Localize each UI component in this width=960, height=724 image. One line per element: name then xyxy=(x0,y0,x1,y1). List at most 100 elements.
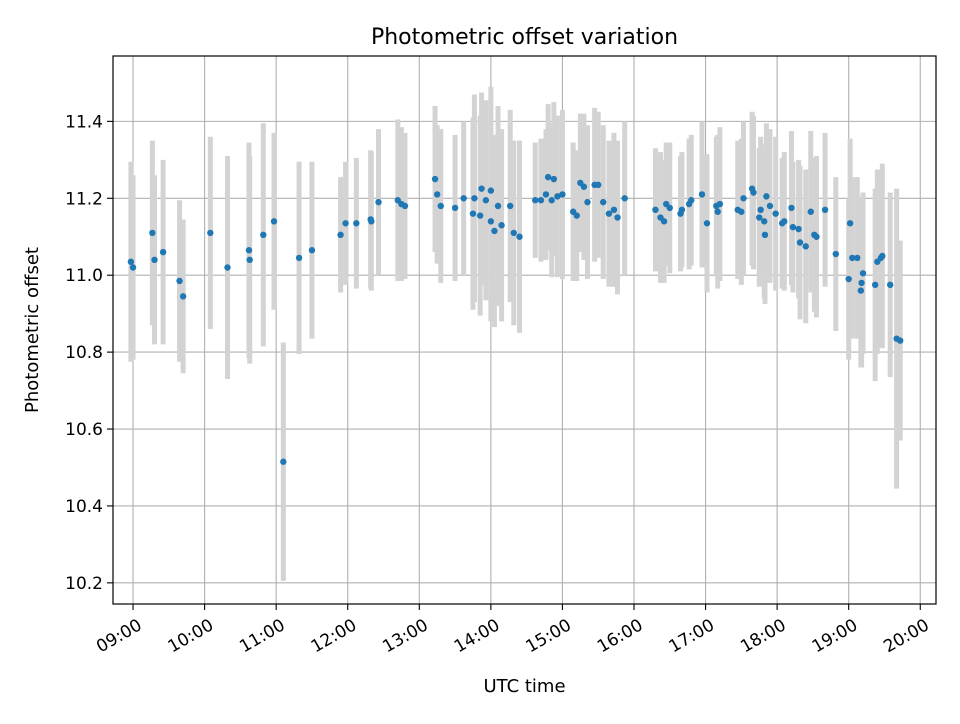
data-point xyxy=(595,181,602,189)
data-point xyxy=(433,191,441,198)
y-tick-label: 11.2 xyxy=(65,189,103,209)
data-point xyxy=(516,233,523,240)
data-point xyxy=(469,210,477,217)
data-point xyxy=(159,248,167,256)
data-point xyxy=(795,225,802,233)
data-point xyxy=(845,275,852,283)
data-point xyxy=(431,175,439,183)
data-point xyxy=(714,208,721,215)
data-point xyxy=(660,218,668,225)
data-point xyxy=(813,233,820,240)
data-point xyxy=(246,256,253,264)
y-tick-label: 10.8 xyxy=(65,343,103,363)
data-point xyxy=(482,197,490,204)
data-point xyxy=(688,197,695,204)
data-point xyxy=(871,281,879,289)
data-point xyxy=(666,204,673,212)
data-point xyxy=(494,202,502,210)
data-point xyxy=(761,218,768,225)
data-point xyxy=(542,191,550,198)
data-point xyxy=(476,212,484,219)
y-tick-label: 10.6 xyxy=(65,420,103,440)
data-point xyxy=(532,197,539,204)
data-point xyxy=(600,198,607,206)
data-point xyxy=(491,227,498,235)
data-point xyxy=(886,281,894,289)
data-point xyxy=(353,220,360,227)
data-point xyxy=(179,293,187,300)
data-point xyxy=(802,243,809,250)
plot-frame xyxy=(112,55,937,605)
data-point xyxy=(781,218,788,225)
data-point xyxy=(614,214,621,221)
data-point xyxy=(207,229,214,237)
data-point xyxy=(789,223,797,231)
data-point xyxy=(756,214,763,221)
data-point xyxy=(750,189,757,196)
data-point xyxy=(260,231,267,239)
data-point xyxy=(548,197,555,204)
data-point xyxy=(559,191,566,198)
data-point xyxy=(857,287,865,294)
data-point xyxy=(451,204,459,212)
data-point xyxy=(584,198,591,206)
data-points xyxy=(127,173,904,465)
y-tick-label: 10.2 xyxy=(65,574,103,594)
data-point xyxy=(554,193,561,200)
chart-title: Photometric offset variation xyxy=(371,25,678,50)
y-tick-label: 11.0 xyxy=(65,266,103,286)
data-point xyxy=(698,191,706,198)
data-point xyxy=(897,337,904,344)
data-point xyxy=(738,208,745,215)
data-point xyxy=(573,212,580,219)
data-point xyxy=(757,206,764,214)
data-point xyxy=(821,206,829,214)
data-point xyxy=(703,220,711,227)
data-point xyxy=(437,202,444,210)
data-point xyxy=(368,218,375,225)
data-point xyxy=(176,277,183,285)
data-point xyxy=(270,218,278,225)
data-point xyxy=(506,202,514,210)
data-point xyxy=(605,210,613,217)
data-point xyxy=(544,173,552,181)
data-point xyxy=(854,254,861,262)
data-point xyxy=(224,264,231,271)
data-point xyxy=(510,229,517,237)
data-point xyxy=(580,183,588,190)
data-point xyxy=(401,202,409,210)
data-point xyxy=(772,210,779,217)
data-point xyxy=(766,202,774,210)
data-point xyxy=(498,222,505,229)
data-point xyxy=(846,220,854,227)
data-point xyxy=(127,258,135,265)
data-point xyxy=(610,206,618,214)
data-point xyxy=(652,206,659,214)
data-point xyxy=(788,204,795,212)
data-point xyxy=(478,185,485,192)
data-point xyxy=(471,195,478,202)
x-axis-label: UTC time xyxy=(483,676,565,697)
data-point xyxy=(460,195,467,202)
data-point xyxy=(550,175,558,183)
data-point xyxy=(879,252,886,260)
data-point xyxy=(295,254,303,262)
data-point xyxy=(129,264,137,271)
data-point xyxy=(337,231,344,239)
data-point xyxy=(151,256,158,264)
data-point xyxy=(740,195,747,202)
y-axis-ticks: 10.2 10.4 10.6 10.8 11.0 11.2 11.4 xyxy=(65,112,113,594)
data-point xyxy=(858,279,865,287)
data-point xyxy=(678,206,686,214)
data-point xyxy=(149,229,156,237)
data-point xyxy=(308,247,316,254)
data-point xyxy=(342,220,349,227)
data-point xyxy=(487,218,495,225)
data-point xyxy=(716,200,724,208)
y-axis-label: Photometric offset xyxy=(22,247,43,413)
y-tick-label: 11.4 xyxy=(65,112,103,132)
data-point xyxy=(859,270,867,277)
data-point xyxy=(537,197,545,204)
